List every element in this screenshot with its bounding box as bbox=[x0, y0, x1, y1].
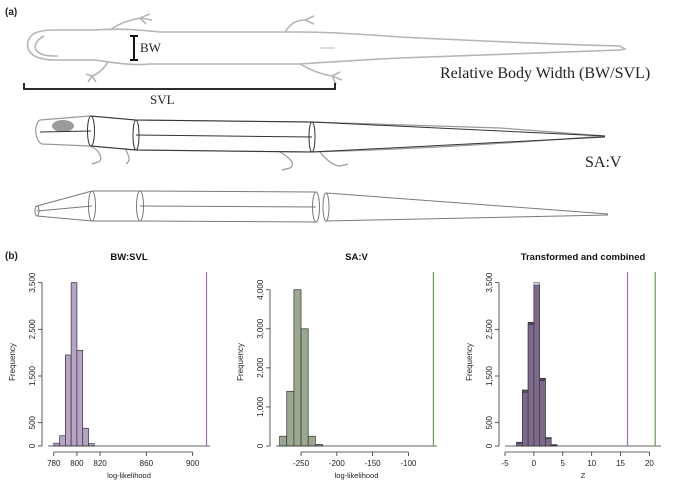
histogram-overlay-bar bbox=[516, 442, 523, 447]
histogram-bar bbox=[59, 435, 66, 447]
svl-bracket bbox=[23, 83, 336, 90]
histogram-bar bbox=[76, 349, 84, 447]
lateral-cylinders bbox=[39, 115, 606, 153]
y-tick-label: 1,000 bbox=[256, 396, 265, 417]
histogram-overlay-bar bbox=[527, 324, 535, 447]
y-tick-label: 0 bbox=[28, 443, 37, 448]
y-tick-label: 1,500 bbox=[485, 365, 494, 386]
y-tick-label: 4,000 bbox=[256, 279, 265, 300]
y-tick-label: 2,500 bbox=[485, 319, 494, 340]
panel-label-a: (a) bbox=[5, 7, 17, 18]
histogram-bar bbox=[70, 282, 78, 447]
sa-v-label: SA:V bbox=[585, 154, 622, 171]
x-tick-label: 860 bbox=[140, 459, 154, 468]
y-axis-label: Frequency bbox=[465, 343, 474, 381]
x-tick-label: 800 bbox=[70, 459, 84, 468]
histogram-bar bbox=[279, 435, 288, 447]
histogram-bar bbox=[82, 427, 89, 447]
histogram-bar bbox=[300, 328, 309, 447]
histogram-bar bbox=[293, 289, 302, 447]
x-tick-label: 15 bbox=[616, 459, 625, 468]
histogram-overlay-bar bbox=[533, 282, 540, 447]
y-tick-label: 1,500 bbox=[28, 365, 37, 386]
y-axis-label: Frequency bbox=[8, 343, 17, 381]
chart-title: BW:SVL bbox=[110, 252, 147, 263]
x-axis-label: log-likelihood bbox=[107, 471, 151, 480]
y-tick-label: 0 bbox=[485, 443, 494, 448]
salamander-lateral-drawing bbox=[35, 115, 606, 171]
svl-label: SVL bbox=[150, 92, 175, 107]
chart-title: SA:V bbox=[345, 252, 368, 263]
y-tick-label: 3,000 bbox=[256, 318, 265, 339]
x-tick-label: 5 bbox=[561, 459, 566, 468]
x-tick-label: -200 bbox=[329, 459, 346, 468]
histogram-bar bbox=[286, 390, 295, 447]
x-axis-label: log-likelihood bbox=[335, 471, 379, 480]
x-tick-label: 900 bbox=[186, 459, 200, 468]
y-tick-label: 500 bbox=[485, 415, 494, 429]
histogram-overlay-bar bbox=[539, 380, 546, 447]
y-tick-label: 3,500 bbox=[28, 272, 37, 293]
x-tick-label: -250 bbox=[293, 459, 310, 468]
bw-measure bbox=[130, 35, 138, 61]
y-tick-label: 3,500 bbox=[485, 272, 494, 293]
x-tick-label: 780 bbox=[47, 459, 61, 468]
x-tick-label: 0 bbox=[532, 459, 537, 468]
histogram-overlay-bar bbox=[522, 392, 529, 447]
histogram-bar bbox=[53, 442, 60, 447]
x-tick-label: -5 bbox=[501, 459, 509, 468]
chart-title: Transformed and combined bbox=[521, 252, 646, 263]
panel-label-b: (b) bbox=[5, 251, 18, 262]
y-tick-label: 2,500 bbox=[28, 319, 37, 340]
histogram-bar bbox=[65, 354, 72, 447]
x-tick-label: -100 bbox=[400, 459, 417, 468]
histogram-overlay-bar bbox=[545, 438, 552, 447]
eye-shape bbox=[52, 120, 74, 132]
x-axis-label: Z bbox=[581, 471, 586, 480]
y-tick-label: 500 bbox=[28, 415, 37, 429]
histogram-2: SA:V -250 -200 -150 -100 log-likelihood 0 1,000… bbox=[236, 252, 437, 480]
cylinder-model-drawing bbox=[34, 190, 609, 223]
relative-body-width-label: Relative Body Width (BW/SVL) bbox=[440, 65, 650, 82]
y-axis-label: Frequency bbox=[236, 343, 245, 381]
x-tick-label: -150 bbox=[365, 459, 382, 468]
x-tick-label: 20 bbox=[645, 459, 654, 468]
histogram-bar bbox=[307, 435, 316, 447]
histogram-3: Transformed and combined -5 0 5 10 15 20 Z 0 500 1… bbox=[465, 252, 661, 480]
histogram-1: BW:SVL 780 800 820 860 900 log-likelihood 0 500 1… bbox=[8, 252, 210, 480]
x-tick-label: 820 bbox=[93, 459, 107, 468]
y-tick-label: 0 bbox=[256, 443, 265, 448]
x-tick-label: 10 bbox=[587, 459, 596, 468]
bw-label: BW bbox=[140, 40, 162, 55]
y-tick-label: 2,000 bbox=[256, 357, 265, 378]
salamander-dorsal-drawing bbox=[26, 13, 628, 85]
